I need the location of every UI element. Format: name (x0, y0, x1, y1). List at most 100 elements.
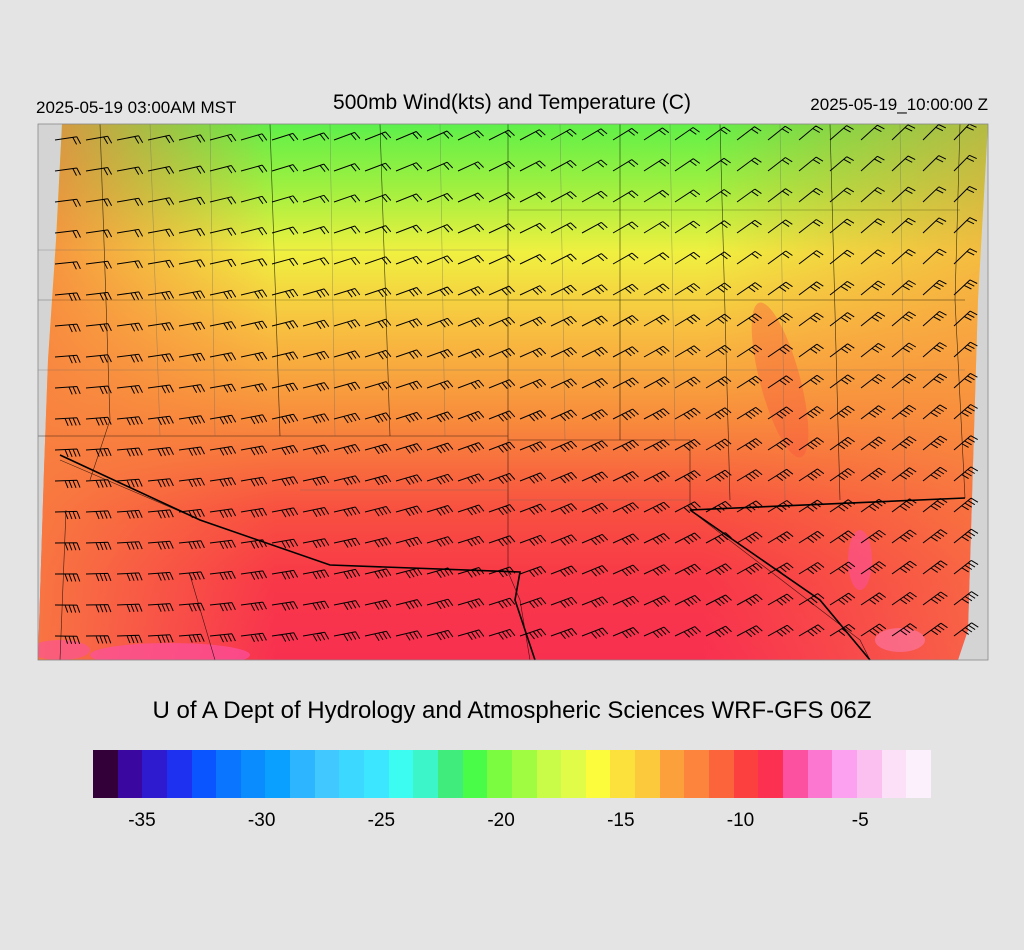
wind-barb (891, 342, 917, 358)
wind-barb (550, 159, 577, 172)
wind-barb (860, 561, 886, 575)
wind-barb (240, 632, 267, 643)
wind-barb (953, 559, 979, 575)
wind-barb (209, 133, 237, 143)
wind-barb (922, 186, 947, 203)
wind-barb (767, 562, 794, 575)
colorbar-swatch (536, 750, 562, 798)
wind-barb (581, 533, 609, 546)
wind-barb (550, 534, 578, 546)
wind-barb (860, 249, 885, 265)
wind-barb (581, 253, 608, 265)
colorbar-swatch (93, 750, 118, 798)
wind-barb (488, 316, 516, 327)
wind-barb (333, 256, 361, 266)
wind-barb (922, 155, 947, 172)
wind-barb (519, 503, 547, 515)
wind-barb (643, 189, 670, 203)
wind-barb (333, 631, 361, 642)
wind-barb (829, 125, 854, 141)
wind-barb (209, 446, 237, 456)
wind-barb (922, 124, 947, 141)
wind-barb (116, 478, 143, 488)
wind-barb (426, 224, 454, 234)
wind-barb (922, 497, 948, 513)
wind-barb (519, 129, 546, 141)
wind-barb (240, 195, 268, 205)
wind-barb (364, 568, 392, 579)
wind-barb (798, 437, 824, 451)
wind-barb (829, 561, 856, 575)
wind-barb (488, 504, 516, 516)
wind-barb (860, 311, 886, 327)
wind-barb (240, 133, 268, 142)
wind-barb (829, 623, 856, 637)
wind-barb (395, 287, 423, 297)
wind-barb (674, 501, 701, 514)
wind-barb (736, 219, 762, 234)
wind-barb (457, 223, 485, 234)
wind-barb (209, 602, 236, 612)
wind-barb (240, 258, 268, 267)
wind-barb (581, 284, 608, 296)
wind-barb (333, 381, 361, 391)
wind-barb (736, 531, 763, 544)
wind-barb (457, 504, 485, 516)
wind-barb (426, 598, 454, 610)
wind-barb (240, 507, 268, 518)
wind-barb (178, 352, 206, 362)
wind-barb (302, 257, 330, 266)
colorbar-swatch (166, 750, 192, 798)
wind-barb (302, 507, 330, 517)
wind-barb (612, 564, 639, 577)
wind-barb (891, 498, 917, 513)
wind-barb (271, 164, 299, 173)
wind-barb (147, 290, 175, 300)
wind-barb (612, 315, 639, 327)
wind-barb (891, 560, 917, 575)
wind-barb (54, 354, 81, 364)
wind-barb (674, 532, 701, 545)
wind-barb (395, 536, 423, 548)
wind-barb (767, 375, 794, 389)
colorbar-swatch (659, 750, 685, 798)
wind-barb (54, 542, 81, 551)
wind-barb (178, 134, 206, 143)
wind-barb (829, 374, 855, 389)
wind-barb (736, 562, 763, 575)
wind-barb (612, 595, 640, 608)
wind-barb (240, 351, 268, 362)
wind-barb (953, 622, 979, 637)
wind-barb (519, 628, 547, 640)
colorbar-swatch (142, 750, 167, 798)
wind-barb (395, 599, 423, 610)
wind-barb (736, 469, 763, 482)
wind-barb (953, 185, 978, 203)
wind-barb (147, 197, 175, 206)
wind-barb (550, 409, 578, 421)
wind-barb (364, 193, 392, 203)
wind-barb (767, 250, 793, 265)
wind-barb (147, 353, 175, 363)
colorbar-swatch (906, 750, 931, 798)
wind-barb (581, 409, 608, 421)
wind-barb (271, 132, 299, 142)
wind-barb (271, 351, 299, 361)
wind-barb (643, 377, 670, 389)
wind-barb (333, 600, 361, 611)
wind-barb (891, 249, 916, 265)
wind-barb (395, 505, 423, 517)
wind-barb (457, 348, 485, 359)
wind-barb (209, 570, 236, 581)
wind-barb (488, 160, 515, 172)
wind-barb (85, 479, 112, 488)
wind-barb (488, 441, 516, 453)
wind-barb (116, 603, 143, 613)
wind-barb (798, 187, 824, 203)
wind-barb (426, 536, 454, 547)
wind-barb (333, 288, 361, 298)
wind-barb (488, 628, 516, 640)
wind-barb (891, 623, 917, 637)
wind-barb (922, 404, 948, 420)
wind-barb (767, 437, 794, 451)
